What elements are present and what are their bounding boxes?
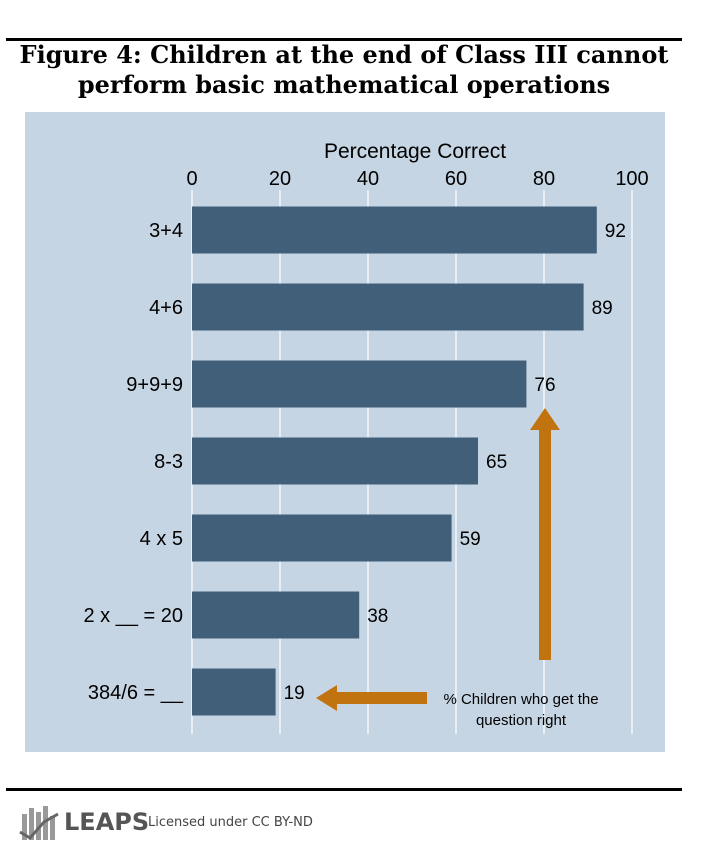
category-label: 8-3 — [154, 451, 183, 473]
x-tick-label: 80 — [533, 168, 555, 190]
annotation-line2: question right — [476, 712, 567, 729]
x-axis-title: Percentage Correct — [324, 140, 506, 163]
plot-panel: 0 20 40 60 80 100 3+4 92 4+6 89 9+9+9 76 8-3 65 4 x 5… — [25, 112, 665, 752]
bar — [192, 514, 452, 562]
chart-title-line2: perform basic mathematical operations — [77, 70, 611, 99]
value-label: 89 — [592, 298, 613, 319]
category-label: 4 x 5 — [140, 528, 183, 550]
bar — [192, 283, 584, 331]
value-label: 65 — [486, 452, 507, 473]
bar — [192, 360, 527, 408]
labels-layer: 3+4 92 4+6 89 9+9+9 76 8-3 65 4 x 5 59 2 x __ = 20… — [83, 220, 625, 704]
bar — [192, 437, 478, 485]
x-tick-label: 20 — [269, 168, 291, 190]
top-rule — [6, 38, 682, 41]
x-tick-label: 100 — [615, 168, 648, 190]
chart-title: Figure 4: Children at the end of Class I… — [6, 40, 682, 100]
value-label: 59 — [460, 529, 481, 550]
x-tick-label: 0 — [186, 168, 197, 190]
category-label: 3+4 — [149, 220, 183, 242]
leaps-logo-icon — [19, 806, 59, 840]
bar-chart: 0 20 40 60 80 100 3+4 92 4+6 89 9+9+9 76 8-3 65 4 x 5… — [83, 140, 649, 734]
vertical-arrow-icon — [530, 408, 560, 660]
x-tick-label: 60 — [445, 168, 467, 190]
ticks-layer: 0 20 40 60 80 100 — [186, 168, 648, 190]
bar — [192, 591, 360, 639]
value-label: 19 — [284, 683, 305, 704]
chart-title-line1: Figure 4: Children at the end of Class I… — [19, 40, 669, 69]
category-label: 4+6 — [149, 297, 183, 319]
bars-layer — [192, 206, 597, 716]
bar — [192, 668, 276, 716]
category-label: 2 x __ = 20 — [83, 605, 183, 627]
category-label: 384/6 = __ — [88, 682, 184, 704]
bar — [192, 206, 597, 254]
license-text: Licensed under CC BY-ND — [148, 815, 313, 830]
x-tick-label: 40 — [357, 168, 379, 190]
bottom-rule — [6, 788, 682, 791]
value-label: 76 — [534, 375, 555, 396]
category-label: 9+9+9 — [126, 374, 183, 396]
annotation-line1: % Children who get the — [443, 691, 598, 708]
value-label: 92 — [605, 221, 626, 242]
horizontal-arrow-icon — [316, 685, 427, 711]
value-label: 38 — [367, 606, 388, 627]
brand-name: LEAPS — [64, 808, 150, 836]
annotation-layer: % Children who get the question right — [316, 408, 599, 729]
